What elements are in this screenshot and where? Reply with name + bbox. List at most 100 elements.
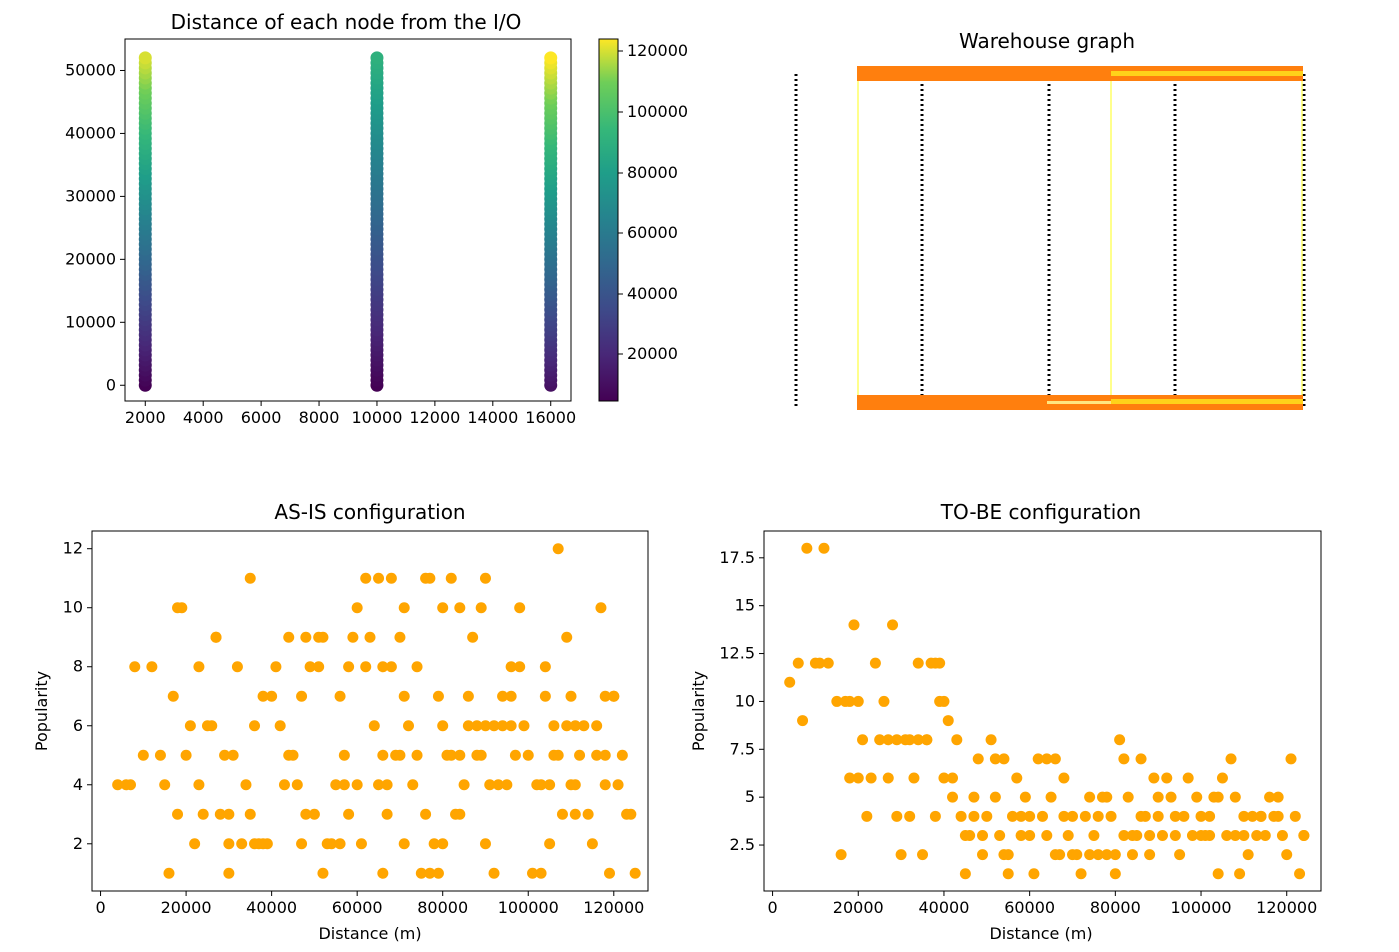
colorbar-tick: 60000 — [618, 223, 678, 242]
x-tick-label: 20000 — [161, 898, 212, 917]
x-tick-label: 2000 — [125, 408, 166, 427]
y-tick-label: 20000 — [65, 249, 116, 268]
tobe-y-label: Popularity — [689, 671, 708, 751]
data-point — [172, 808, 184, 820]
x-tick-label: 40000 — [246, 898, 297, 917]
data-point — [522, 749, 534, 761]
y-tick-label: 17.5 — [719, 548, 755, 567]
data-point — [612, 779, 624, 791]
data-point — [377, 661, 389, 673]
data-point — [1285, 753, 1297, 765]
data-point — [1041, 753, 1053, 765]
data-point — [257, 690, 269, 702]
data-point — [1075, 868, 1087, 880]
data-point — [544, 779, 556, 791]
x-tick-label: 14000 — [467, 408, 518, 427]
data-point — [912, 657, 924, 669]
data-point — [184, 720, 196, 732]
data-point — [1195, 829, 1207, 841]
data-point — [1294, 868, 1306, 880]
tobe-plot-title: TO-BE configuration — [940, 500, 1141, 524]
data-point — [1066, 810, 1078, 822]
data-point — [561, 631, 573, 643]
colorbar-gradient — [598, 38, 619, 402]
data-point — [394, 749, 406, 761]
data-point — [300, 631, 312, 643]
data-point — [844, 695, 856, 707]
colorbar-tick: 80000 — [618, 163, 678, 182]
data-point — [244, 572, 256, 584]
data-point — [223, 838, 235, 850]
data-point — [1191, 791, 1203, 803]
data-point — [1049, 849, 1061, 861]
data-point — [364, 631, 376, 643]
data-point — [479, 720, 491, 732]
data-point — [1152, 791, 1164, 803]
data-point — [193, 661, 205, 673]
data-point — [197, 808, 209, 820]
data-point — [1264, 791, 1276, 803]
data-point — [989, 753, 1001, 765]
data-point — [509, 749, 521, 761]
data-point — [891, 734, 903, 746]
data-point — [296, 838, 308, 850]
data-point — [514, 661, 526, 673]
data-point — [1019, 791, 1031, 803]
top-cross-aisle-highlight — [1111, 71, 1303, 76]
y-tick-label: 6 — [73, 716, 83, 735]
data-point — [210, 631, 222, 643]
data-point — [865, 772, 877, 784]
tobe-y-axis: 2.5 5 7.5 10 12.5 15 17.5 — [719, 548, 764, 854]
data-point — [552, 543, 564, 555]
data-point — [445, 572, 457, 584]
bottom-cross-aisle-highlight — [1047, 401, 1111, 404]
y-tick-label: 50000 — [65, 60, 116, 79]
data-point — [595, 602, 607, 614]
distance-y-axis: 0 10000 20000 30000 40000 50000 — [65, 60, 125, 394]
data-point — [1079, 810, 1091, 822]
x-tick-label: 120000 — [583, 898, 644, 917]
colorbar-tick: 20000 — [618, 344, 678, 363]
x-tick-label: 8000 — [299, 408, 340, 427]
data-point — [556, 808, 568, 820]
data-point — [488, 720, 500, 732]
x-tick-label: 6000 — [241, 408, 282, 427]
data-point — [908, 772, 920, 784]
data-point — [317, 631, 329, 643]
y-tick-label: 10000 — [65, 312, 116, 331]
asis-plot-frame — [91, 530, 649, 892]
y-tick-label: 30000 — [65, 186, 116, 205]
data-point — [912, 734, 924, 746]
colorbar-tick: 100000 — [618, 102, 688, 121]
data-point — [1109, 868, 1121, 880]
node-point — [138, 51, 152, 65]
data-point — [981, 810, 993, 822]
data-point — [505, 720, 517, 732]
data-point — [249, 838, 261, 850]
data-point — [223, 808, 235, 820]
asis-x-label: Distance (m) — [318, 924, 421, 943]
y-tick-label: 7.5 — [730, 739, 755, 758]
y-tick-label: 10 — [63, 598, 83, 617]
data-point — [852, 695, 864, 707]
y-tick-label: 2 — [73, 834, 83, 853]
data-point — [608, 690, 620, 702]
data-point — [1281, 849, 1293, 861]
data-point — [1126, 849, 1138, 861]
data-point — [1178, 810, 1190, 822]
y-tick-label: 40000 — [65, 123, 116, 142]
data-point — [904, 734, 916, 746]
data-point — [129, 661, 141, 673]
data-point — [146, 661, 158, 673]
data-point — [278, 779, 290, 791]
data-point — [317, 867, 329, 879]
data-point — [869, 657, 881, 669]
y-tick-label: 2.5 — [730, 835, 755, 854]
data-point — [1165, 791, 1177, 803]
colorbar-tick-label: 60000 — [627, 223, 678, 242]
data-point — [552, 749, 564, 761]
data-point — [874, 734, 886, 746]
data-point — [172, 602, 184, 614]
data-point — [381, 808, 393, 820]
data-point — [1289, 810, 1301, 822]
